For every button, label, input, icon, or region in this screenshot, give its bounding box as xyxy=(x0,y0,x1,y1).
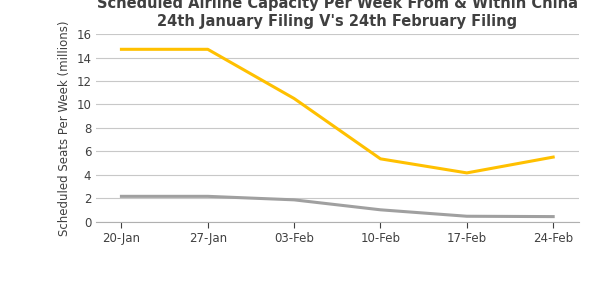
International Capacity xyxy=(291,198,298,202)
Line: International Capacity: International Capacity xyxy=(121,196,553,217)
Domestic Capacity xyxy=(463,171,470,175)
International Capacity xyxy=(118,195,125,198)
International Capacity xyxy=(550,215,557,218)
Domestic Capacity xyxy=(291,97,298,100)
Y-axis label: Scheduled Seats Per Week (millions): Scheduled Seats Per Week (millions) xyxy=(58,20,71,235)
International Capacity xyxy=(377,208,384,212)
Domestic Capacity xyxy=(204,48,211,51)
International Capacity xyxy=(204,195,211,198)
Domestic Capacity xyxy=(550,155,557,159)
International Capacity xyxy=(463,214,470,218)
Domestic Capacity xyxy=(377,157,384,160)
Title: Scheduled Airline Capacity Per Week From & Within China
24th January Filing V's : Scheduled Airline Capacity Per Week From… xyxy=(97,0,578,29)
Domestic Capacity xyxy=(118,48,125,51)
Line: Domestic Capacity: Domestic Capacity xyxy=(121,49,553,173)
